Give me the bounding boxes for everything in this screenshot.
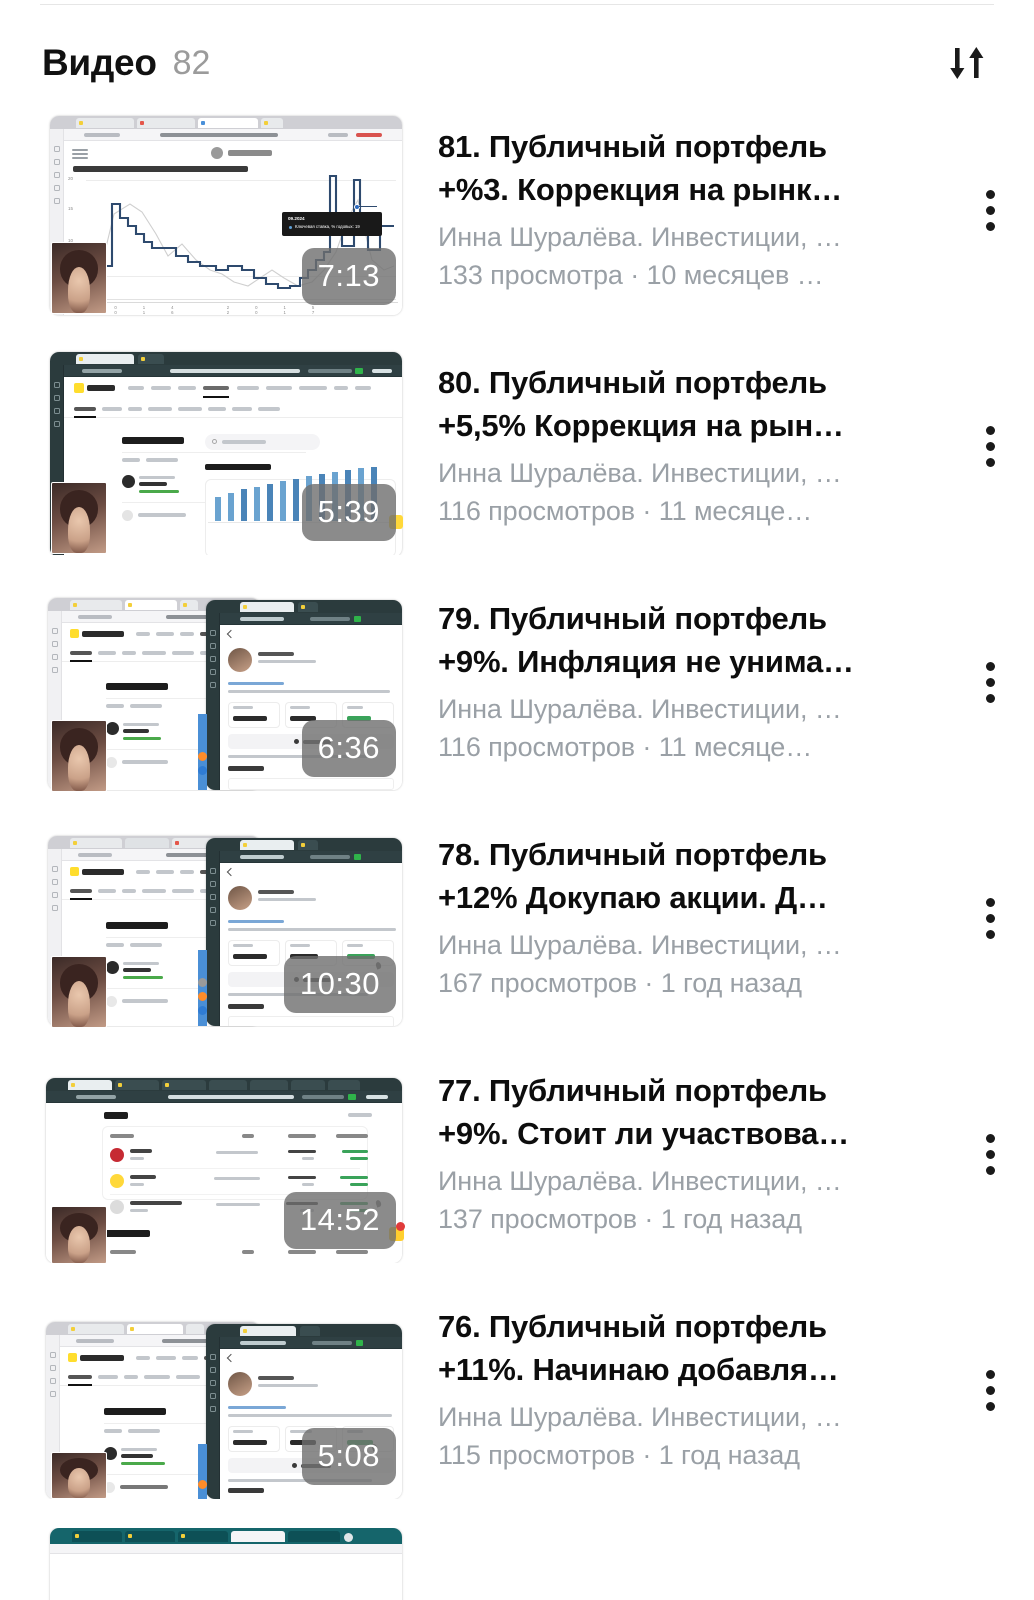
video-thumbnail[interactable]: 20 15 10 5 0 09.2024 Ключевая ставка, % … bbox=[40, 112, 408, 319]
video-duration: 14:52 bbox=[283, 1192, 396, 1249]
video-thumbnail[interactable]: 6:36 bbox=[40, 584, 408, 791]
page-header: Видео 82 bbox=[0, 22, 1034, 104]
video-stats: 133 просмотра · 10 месяцев … bbox=[438, 259, 824, 290]
video-overflow-menu-button[interactable] bbox=[970, 1370, 1010, 1411]
kebab-dot bbox=[985, 458, 995, 467]
kebab-dot bbox=[985, 222, 995, 231]
video-meta: 79. Публичный портфель +9%. Инфляция не … bbox=[408, 584, 970, 766]
video-channel[interactable]: Инна Шуралёва. Инвестиции, … bbox=[438, 457, 842, 488]
kebab-dot bbox=[985, 694, 995, 703]
video-meta: 76. Публичный портфель +11%. Начинаю доб… bbox=[408, 1292, 970, 1474]
video-list: 20 15 10 5 0 09.2024 Ключевая ставка, % … bbox=[0, 112, 1034, 1600]
kebab-dot bbox=[985, 442, 995, 451]
video-overflow-menu-button[interactable] bbox=[970, 1548, 1010, 1589]
kebab-dot bbox=[985, 206, 995, 215]
kebab-dot bbox=[985, 914, 995, 923]
video-meta: 81. Публичный портфель +%3. Коррекция на… bbox=[408, 112, 970, 294]
video-stats: 116 просмотров · 11 месяце… bbox=[438, 731, 813, 762]
video-title[interactable]: 77. Публичный портфель +9%. Стоит ли уча… bbox=[438, 1073, 850, 1151]
video-list-item[interactable] bbox=[0, 1528, 1034, 1600]
video-overflow-menu-button[interactable] bbox=[970, 898, 1010, 939]
video-list-item[interactable]: 10:30 78. Публичный портфель +12% Докупа… bbox=[0, 820, 1034, 1056]
video-duration: 7:13 bbox=[301, 248, 396, 305]
video-channel[interactable]: Инна Шуралёва. Инвестиции, … bbox=[438, 1401, 842, 1432]
video-channel[interactable]: Инна Шуралёва. Инвестиции, … bbox=[438, 1165, 842, 1196]
kebab-dot bbox=[985, 898, 995, 907]
video-list-item[interactable]: 5:08 76. Публичный портфель +11%. Начина… bbox=[0, 1292, 1034, 1528]
video-title[interactable]: 76. Публичный портфель +11%. Начинаю доб… bbox=[438, 1309, 839, 1387]
top-divider bbox=[40, 4, 994, 5]
kebab-dot bbox=[985, 930, 995, 939]
kebab-dot bbox=[985, 190, 995, 199]
video-overflow-menu-button[interactable] bbox=[970, 1134, 1010, 1175]
video-channel[interactable]: Инна Шуралёва. Инвестиции, … bbox=[438, 221, 842, 252]
video-title[interactable]: 79. Публичный портфель +9%. Инфляция не … bbox=[438, 601, 854, 679]
kebab-dot bbox=[985, 678, 995, 687]
video-overflow-menu-button[interactable] bbox=[970, 190, 1010, 231]
video-meta: 78. Публичный портфель +12% Докупаю акци… bbox=[408, 820, 970, 1002]
sort-button[interactable] bbox=[946, 40, 992, 86]
video-count: 82 bbox=[172, 43, 211, 82]
video-channel[interactable]: Инна Шуралёва. Инвестиции, … bbox=[438, 929, 842, 960]
video-list-item[interactable]: 6:36 79. Публичный портфель +9%. Инфляци… bbox=[0, 584, 1034, 820]
kebab-dot bbox=[985, 426, 995, 435]
kebab-dot bbox=[985, 1166, 995, 1175]
video-channel[interactable]: Инна Шуралёва. Инвестиции, … bbox=[438, 693, 842, 724]
video-duration: 6:36 bbox=[301, 720, 396, 777]
video-thumbnail[interactable]: 10:30 bbox=[40, 820, 408, 1027]
video-list-item[interactable]: 20 15 10 5 0 09.2024 Ключевая ставка, % … bbox=[0, 112, 1034, 348]
video-meta bbox=[408, 1528, 970, 1548]
video-thumbnail[interactable] bbox=[40, 1528, 408, 1600]
kebab-dot bbox=[985, 1402, 995, 1411]
kebab-dot bbox=[985, 1150, 995, 1159]
video-list-item[interactable]: 14:52 77. Публичный портфель +9%. Стоит … bbox=[0, 1056, 1034, 1292]
video-thumbnail[interactable]: 5:39 bbox=[40, 348, 408, 555]
kebab-dot bbox=[985, 1370, 995, 1379]
video-title[interactable]: 80. Публичный портфель +5,5% Коррекция н… bbox=[438, 365, 844, 443]
kebab-dot bbox=[985, 662, 995, 671]
video-duration: 5:08 bbox=[301, 1428, 396, 1485]
kebab-dot bbox=[985, 1386, 995, 1395]
video-overflow-menu-button[interactable] bbox=[970, 662, 1010, 703]
video-duration: 10:30 bbox=[283, 956, 396, 1013]
sort-arrows-icon bbox=[950, 47, 984, 79]
video-thumbnail[interactable]: 14:52 bbox=[40, 1056, 408, 1263]
video-stats: 167 просмотров · 1 год назад bbox=[438, 967, 802, 998]
video-stats: 115 просмотров · 1 год назад bbox=[438, 1439, 800, 1470]
video-stats: 137 просмотров · 1 год назад bbox=[438, 1203, 802, 1234]
video-thumbnail[interactable]: 5:08 bbox=[40, 1292, 408, 1499]
video-stats: 116 просмотров · 11 месяце… bbox=[438, 495, 813, 526]
page-title: Видео bbox=[42, 42, 157, 83]
video-title[interactable]: 78. Публичный портфель +12% Докупаю акци… bbox=[438, 837, 828, 915]
video-overflow-menu-button[interactable] bbox=[970, 426, 1010, 467]
kebab-dot bbox=[985, 1134, 995, 1143]
video-list-item[interactable]: 5:39 80. Публичный портфель +5,5% Коррек… bbox=[0, 348, 1034, 584]
video-meta: 77. Публичный портфель +9%. Стоит ли уча… bbox=[408, 1056, 970, 1238]
video-meta: 80. Публичный портфель +5,5% Коррекция н… bbox=[408, 348, 970, 530]
video-duration: 5:39 bbox=[301, 484, 396, 541]
video-title[interactable]: 81. Публичный портфель +%3. Коррекция на… bbox=[438, 129, 843, 207]
